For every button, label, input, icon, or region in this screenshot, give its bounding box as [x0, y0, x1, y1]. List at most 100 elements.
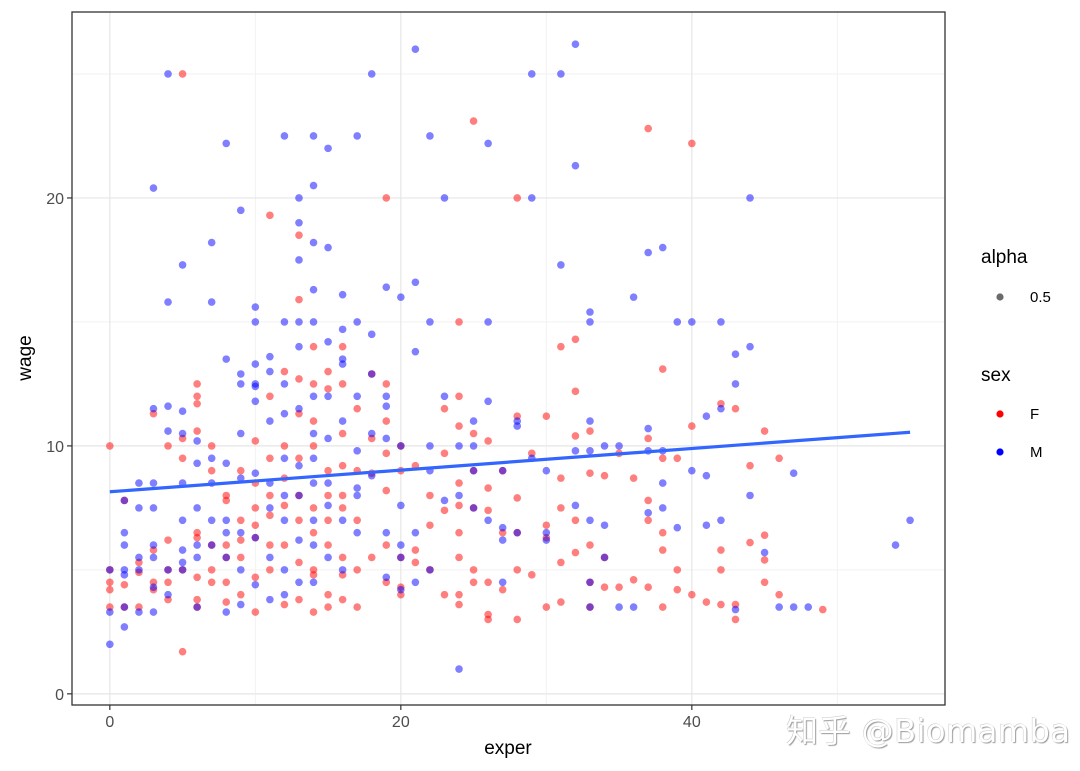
data-point: [338, 553, 347, 562]
data-point: [324, 337, 332, 346]
data-point: [324, 367, 332, 376]
data-point: [746, 461, 754, 470]
data-point: [397, 501, 405, 510]
data-point: [353, 528, 361, 537]
data-point: [324, 479, 332, 487]
data-point: [673, 318, 682, 326]
legend-title-sex: sex: [981, 365, 1011, 386]
data-point: [746, 194, 754, 202]
data-point: [324, 491, 332, 500]
data-point: [338, 595, 347, 604]
data-point: [600, 521, 609, 530]
data-point: [382, 434, 391, 443]
data-point: [600, 583, 609, 592]
data-point: [324, 541, 332, 549]
data-point: [266, 553, 274, 562]
data-point: [324, 144, 332, 153]
data-point: [338, 516, 347, 525]
data-point: [658, 243, 667, 252]
data-point: [266, 367, 274, 376]
data-point: [382, 417, 391, 425]
data-point: [295, 295, 303, 304]
data-point: [207, 238, 216, 247]
legend: alpha 0.5 sex F M: [981, 247, 1051, 461]
data-point: [469, 429, 478, 438]
data-point: [266, 541, 274, 549]
data-point: [367, 553, 376, 562]
data-point: [353, 603, 361, 611]
data-point: [513, 566, 522, 574]
data-point: [673, 454, 682, 463]
data-point: [426, 318, 434, 326]
legend-key-M-icon: [996, 448, 1004, 456]
data-point: [644, 124, 652, 133]
data-point: [411, 558, 420, 567]
data-point: [193, 392, 201, 401]
data-point: [731, 380, 740, 388]
y-tick-label: 0: [55, 687, 64, 704]
data-point: [178, 407, 187, 415]
data-point: [644, 583, 652, 592]
data-point: [295, 536, 303, 544]
data-point: [746, 491, 754, 500]
data-point: [513, 528, 522, 537]
data-point: [149, 404, 158, 413]
data-point: [295, 194, 303, 202]
regression-line: [109, 430, 911, 494]
data-point: [484, 139, 492, 148]
data-point: [571, 161, 580, 170]
data-point: [498, 466, 507, 475]
data-point: [338, 290, 347, 299]
data-point: [149, 541, 158, 549]
data-point: [411, 278, 420, 287]
data-point: [804, 603, 813, 611]
data-point: [309, 578, 318, 587]
data-point: [295, 595, 303, 604]
data-point: [775, 454, 783, 463]
legend-label-M: M: [1030, 444, 1043, 461]
data-point: [469, 504, 478, 512]
data-point: [309, 318, 318, 326]
data-point: [149, 504, 158, 512]
data-point: [236, 380, 245, 388]
data-point: [469, 442, 478, 450]
data-point: [309, 380, 318, 388]
data-point: [149, 184, 158, 192]
data-point: [382, 194, 391, 202]
data-point: [440, 590, 449, 599]
data-point: [164, 590, 172, 599]
data-point: [295, 256, 303, 264]
data-point: [673, 566, 682, 574]
data-point: [469, 117, 478, 125]
data-point: [193, 459, 201, 468]
data-point: [513, 494, 522, 502]
data-point: [455, 442, 463, 450]
data-point: [658, 454, 667, 463]
data-point: [309, 479, 318, 487]
data-point: [717, 318, 725, 326]
legend-title-alpha: alpha: [981, 247, 1028, 268]
data-point: [164, 566, 172, 574]
data-point: [411, 528, 420, 537]
data-point: [280, 367, 289, 376]
data-point: [382, 573, 391, 582]
data-point: [673, 523, 682, 532]
data-point: [353, 318, 361, 326]
data-point: [731, 605, 740, 614]
data-point: [600, 553, 609, 562]
data-point: [193, 399, 201, 408]
data-point: [207, 541, 216, 549]
data-point: [382, 541, 391, 549]
data-point: [586, 318, 594, 326]
data-point: [644, 516, 652, 525]
data-point: [295, 454, 303, 463]
data-point: [542, 603, 551, 611]
data-point: [193, 603, 201, 611]
data-point: [280, 516, 289, 525]
data-point: [629, 575, 638, 584]
data-point: [702, 521, 711, 530]
watermark: 知乎 @Biomamba: [786, 712, 1071, 750]
data-point: [324, 553, 332, 562]
data-point: [557, 558, 565, 567]
data-point: [353, 491, 361, 500]
